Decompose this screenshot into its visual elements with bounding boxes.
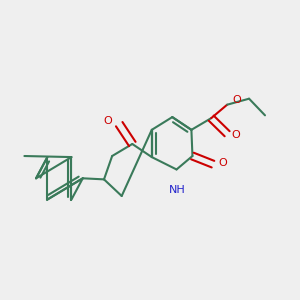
Text: O: O xyxy=(218,158,227,168)
Text: NH: NH xyxy=(169,185,186,195)
Text: O: O xyxy=(233,95,242,106)
Text: O: O xyxy=(103,116,112,126)
Text: O: O xyxy=(231,130,240,140)
